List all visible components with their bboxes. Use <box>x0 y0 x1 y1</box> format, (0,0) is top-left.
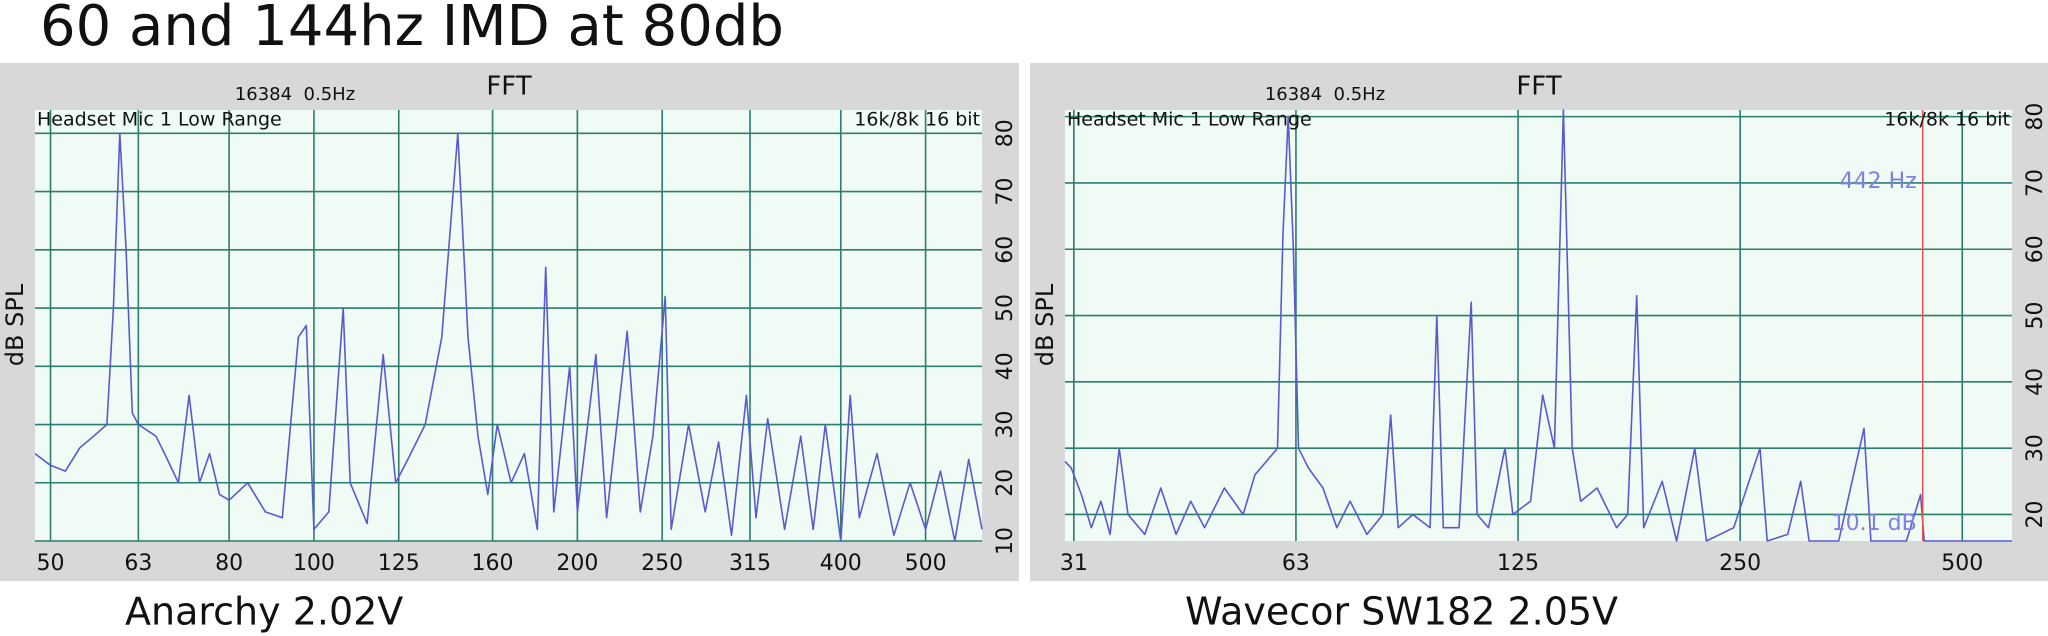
x-tick-label: 63 <box>124 551 152 576</box>
note-left: Headset Mic 1 Low Range <box>1067 109 1312 131</box>
x-tick-label: 500 <box>1941 551 1983 576</box>
y-tick-label: 40 <box>993 352 1018 380</box>
x-tick-label: 250 <box>1719 551 1761 576</box>
spectrum-line <box>34 132 983 542</box>
y-tick-label: 60 <box>993 236 1018 264</box>
cursor-level: 10.1 dB <box>1832 511 1917 536</box>
note-right: 16k/8k 16 bit <box>854 109 980 131</box>
y-tick-label: 40 <box>2023 368 2048 396</box>
x-tick-label: 200 <box>556 551 598 576</box>
x-tick-label: 250 <box>641 551 683 576</box>
y-tick-label: 30 <box>993 411 1018 439</box>
y-axis-label: dB SPL <box>1031 283 1059 366</box>
y-tick-label: 80 <box>2023 103 2048 131</box>
chart-subtitle: 16384 0.5Hz <box>1265 84 1385 105</box>
y-tick-label: 80 <box>993 119 1018 147</box>
y-tick-label: 50 <box>2023 302 2048 330</box>
cursor-frequency: 442 Hz <box>1840 169 1917 194</box>
x-tick-label: 125 <box>378 551 420 576</box>
x-tick-label: 31 <box>1060 551 1088 576</box>
y-tick-label: 50 <box>993 294 1018 322</box>
y-tick-label: 30 <box>2023 434 2048 462</box>
y-tick-label: 20 <box>2023 500 2048 528</box>
chart-subtitle: 16384 0.5Hz <box>235 84 355 105</box>
y-tick-label: 10 <box>993 527 1018 555</box>
page-title: 60 and 144hz IMD at 80db <box>40 0 784 59</box>
y-axis-label: dB SPL <box>1 283 29 366</box>
y-tick-label: 70 <box>2023 169 2048 197</box>
x-tick-label: 80 <box>215 551 243 576</box>
y-tick-label: 60 <box>2023 235 2048 263</box>
note-right: 16k/8k 16 bit <box>1884 109 2010 131</box>
x-tick-label: 400 <box>820 551 862 576</box>
x-tick-label: 100 <box>293 551 335 576</box>
x-tick-label: 500 <box>905 551 947 576</box>
x-tick-label: 50 <box>37 551 65 576</box>
chart-title: FFT <box>486 72 531 102</box>
plot-area <box>35 110 982 541</box>
y-tick-label: 70 <box>993 178 1018 206</box>
note-left: Headset Mic 1 Low Range <box>37 109 282 131</box>
x-tick-label: 63 <box>1282 551 1310 576</box>
chart-title: FFT <box>1516 72 1561 102</box>
spectrum-line <box>1064 109 2012 542</box>
caption: Anarchy 2.02V <box>125 590 403 634</box>
x-tick-label: 160 <box>472 551 514 576</box>
x-tick-label: 125 <box>1497 551 1539 576</box>
y-tick-label: 20 <box>993 469 1018 497</box>
caption: Wavecor SW182 2.05V <box>1185 590 1618 634</box>
x-tick-label: 315 <box>729 551 771 576</box>
